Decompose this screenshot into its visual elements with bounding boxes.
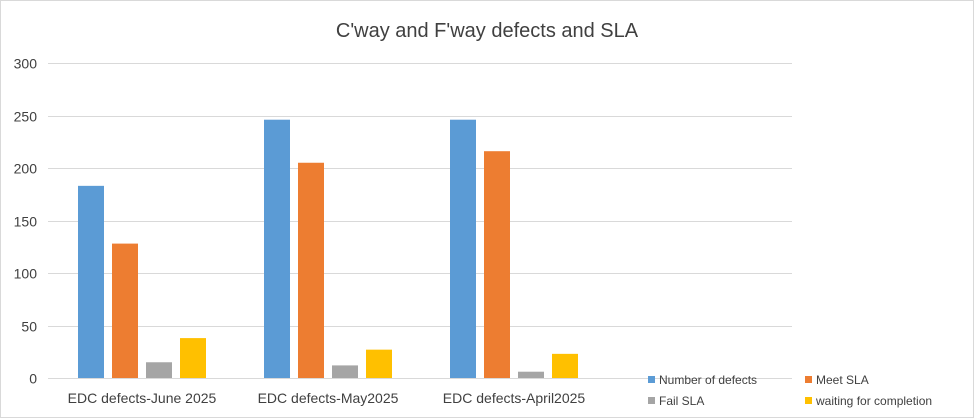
bars [78, 119, 578, 378]
legend-item: waiting for completion [805, 394, 932, 408]
legend-label: Meet SLA [816, 373, 869, 387]
y-tick-label: 300 [14, 56, 38, 72]
legend-item: Meet SLA [805, 373, 869, 387]
legend-item: Number of defects [648, 373, 757, 387]
legend-label: waiting for completion [815, 394, 932, 408]
legend-swatch [805, 376, 812, 383]
category-label: EDC defects-June 2025 [68, 390, 217, 406]
legend-item: Fail SLA [648, 394, 704, 408]
y-tick-label: 250 [14, 109, 38, 125]
y-tick-label: 200 [14, 161, 38, 177]
bar-number-of-defects [264, 119, 290, 378]
bar-waiting-for-completion [366, 349, 392, 378]
legend-label: Number of defects [659, 373, 757, 387]
bar-number-of-defects [450, 119, 476, 378]
gridlines [48, 63, 792, 379]
bar-meet-sla [298, 162, 324, 378]
bar-fail-sla [332, 365, 358, 378]
category-labels: EDC defects-June 2025 EDC defects-May2025… [68, 390, 586, 406]
bar-waiting-for-completion [180, 338, 206, 378]
y-tick-label: 0 [29, 371, 37, 387]
bar-meet-sla [112, 243, 138, 378]
legend-swatch [805, 397, 812, 404]
bar-fail-sla [146, 362, 172, 378]
y-tick-label: 150 [14, 214, 38, 230]
y-tick-label: 50 [21, 319, 37, 335]
category-label: EDC defects-May2025 [258, 390, 399, 406]
category-label: EDC defects-April2025 [443, 390, 586, 406]
legend-swatch [648, 397, 655, 404]
legend-label: Fail SLA [659, 394, 704, 408]
y-axis-ticks: 0 50 100 150 200 250 300 [14, 56, 38, 387]
legend-swatch [648, 376, 655, 383]
legend: Number of defects Meet SLA Fail SLA waiting… [648, 373, 932, 408]
bar-fail-sla [518, 371, 544, 378]
bar-meet-sla [484, 151, 510, 378]
chart-title: C'way and F'way defects and SLA [336, 20, 639, 42]
bar-number-of-defects [78, 185, 104, 378]
bar-waiting-for-completion [552, 353, 578, 378]
y-tick-label: 100 [14, 266, 38, 282]
